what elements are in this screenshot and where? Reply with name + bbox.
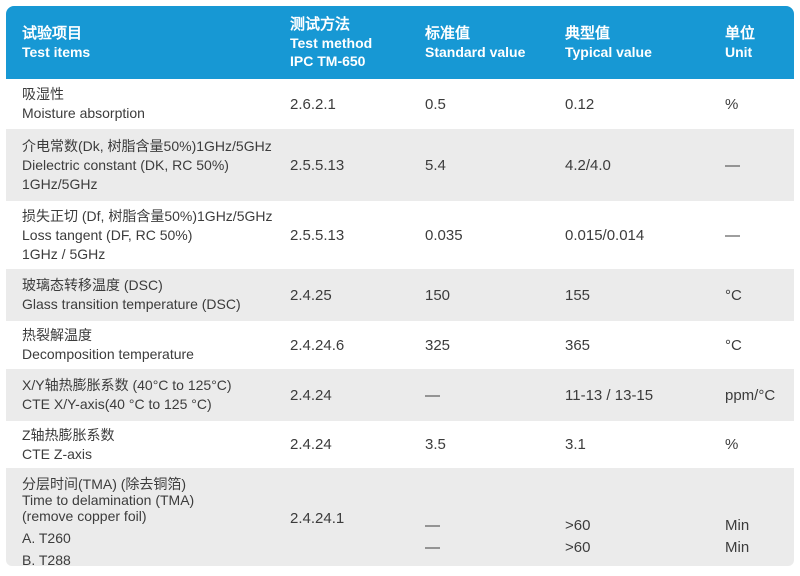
cell-item: 损失正切 (Df, 树脂含量50%)1GHz/5GHz Loss tangent… [6,201,290,269]
cell-standard: 150 [425,286,451,304]
table-row-decomposition: 热裂解温度 Decomposition temperature 2.4.24.6… [6,321,794,369]
item-line-zh: 损失正切 (Df, 树脂含量50%)1GHz/5GHz [22,207,273,224]
cell-item: 玻璃态转移温度 (DSC) Glass transition temperatu… [6,269,290,321]
cell-unit: % [725,95,739,113]
cell-item: 介电常数(Dk, 树脂含量50%)1GHz/5GHz Dielectric co… [6,129,290,201]
table-row-glass-transition: 玻璃态转移温度 (DSC) Glass transition temperatu… [6,269,794,321]
cell-standard: 3.5 [425,436,446,453]
item-line-en: Moisture absorption [22,105,145,121]
cell-typical: 11-13 / 13-15 [565,386,654,404]
cell-typical: 4.2/4.0 [565,156,611,174]
cell-item: 吸湿性 Moisture absorption [6,79,290,129]
cell-standard: — — [425,468,565,568]
table-row-delamination: 分层时间(TMA) (除去铜箔) Time to delamination (T… [6,468,794,568]
sub-item-t260: A. T260 [22,530,71,546]
col-header-test-method: 测试方法 Test method IPC TM-650 [290,6,425,79]
cell-unit: °C [725,286,742,304]
cell-method: 2.4.25 [290,286,332,304]
item-line-en: Glass transition temperature (DSC) [22,296,241,312]
item-line-en2: 1GHz / 5GHz [22,245,106,262]
cell-typical: 365 [565,336,591,354]
sub-item-t288: B. T288 [22,552,71,568]
item-line-en: Time to delamination (TMA) [22,492,195,508]
col-header-test-items-en: Test items [22,44,91,60]
item-line-zh: 分层时间(TMA) (除去铜箔) [22,476,187,492]
item-line-zh: 玻璃态转移温度 (DSC) [22,277,163,293]
col-header-typical-value-zh: 典型值 [565,25,611,42]
col-header-typical-value: 典型值 Typical value [565,6,725,79]
cell-unit: ppm/°C [725,386,776,404]
cell-typical: 155 [565,286,591,304]
cell-typical: 3.1 [565,436,586,453]
cell-item: 热裂解温度 Decomposition temperature [6,321,290,369]
cell-standard: 325 [425,336,451,354]
cell-method: 2.6.2.1 [290,95,336,113]
cell-item: 分层时间(TMA) (除去铜箔) Time to delamination (T… [6,468,290,568]
col-header-unit-zh: 单位 [725,25,756,42]
col-header-test-method-en: Test method [290,35,373,51]
item-line-zh: 热裂解温度 [22,327,92,343]
col-header-standard-value: 标准值 Standard value [425,6,565,79]
col-header-unit: 单位 Unit [725,6,794,79]
table-row-dielectric-constant: 介电常数(Dk, 树脂含量50%)1GHz/5GHz Dielectric co… [6,129,794,201]
cell-unit: °C [725,336,742,354]
cell-method: 2.5.5.13 [290,226,345,244]
cell-unit: Min Min [725,468,794,568]
table-row-moisture-absorption: 吸湿性 Moisture absorption 2.6.2.1 0.5 0.12… [6,79,794,129]
table-row-cte-xy: X/Y轴热膨胀系数 (40°C to 125°C) CTE X/Y-axis(4… [6,369,794,421]
cell-typical: 0.015/0.014 [565,226,645,244]
cell-standard: — [425,386,440,404]
material-spec-table: 试验项目 Test items 测试方法 Test method IPC TM-… [6,6,794,568]
cell-method: 2.5.5.13 [290,156,345,174]
cell-typical: 0.12 [565,95,595,113]
item-line-zh: 介电常数(Dk, 树脂含量50%)1GHz/5GHz [22,137,272,154]
item-line-zh: Z轴热膨胀系数 [22,426,115,443]
cell-method: 2.4.24 [290,436,332,453]
item-line-en2: 1GHz/5GHz [22,175,98,192]
standard-t260: — [425,517,440,534]
standard-t288: — [425,539,440,556]
cell-unit: — [725,226,740,244]
cell-standard: 5.4 [425,156,446,174]
unit-t260: Min [725,517,750,534]
item-line-en: Dielectric constant (DK, RC 50%) [22,156,229,173]
col-header-test-items: 试验项目 Test items [6,6,290,79]
cell-standard: 0.5 [425,95,446,113]
cell-unit: — [725,156,740,174]
cell-item: Z轴热膨胀系数 CTE Z-axis [6,421,290,468]
cell-method: 2.4.24 [290,386,332,404]
item-line-zh: 吸湿性 [22,86,64,102]
col-header-typical-value-en: Typical value [565,44,652,60]
cell-method: 2.4.24.1 [290,509,345,527]
item-line-zh: X/Y轴热膨胀系数 (40°C to 125°C) [22,377,232,393]
table-row-cte-z: Z轴热膨胀系数 CTE Z-axis 2.4.24 3.5 3.1 % [6,421,794,468]
col-header-unit-en: Unit [725,44,753,60]
table-row-loss-tangent: 损失正切 (Df, 树脂含量50%)1GHz/5GHz Loss tangent… [6,201,794,269]
item-line-en: CTE Z-axis [22,445,92,462]
item-line-en: Loss tangent (DF, RC 50%) [22,226,193,243]
cell-item: X/Y轴热膨胀系数 (40°C to 125°C) CTE X/Y-axis(4… [6,369,290,421]
unit-t288: Min [725,539,750,556]
typical-t288: >60 [565,539,591,556]
cell-typical: >60 >60 [565,468,725,568]
col-header-test-method-zh: 测试方法 [290,16,351,33]
cell-method: 2.4.24.6 [290,336,345,354]
table-header-row: 试验项目 Test items 测试方法 Test method IPC TM-… [6,6,794,79]
item-line-en: Decomposition temperature [22,346,194,362]
col-header-test-method-ipc: IPC TM-650 [290,53,366,69]
col-header-standard-value-zh: 标准值 [425,25,471,42]
item-line-en: CTE X/Y-axis(40 °C to 125 °C) [22,396,212,412]
col-header-test-items-zh: 试验项目 [22,25,83,42]
col-header-standard-value-en: Standard value [425,44,526,60]
cell-unit: % [725,436,739,453]
typical-t260: >60 [565,517,591,534]
cell-standard: 0.035 [425,226,463,244]
item-line-en2: (remove copper foil) [22,508,147,524]
